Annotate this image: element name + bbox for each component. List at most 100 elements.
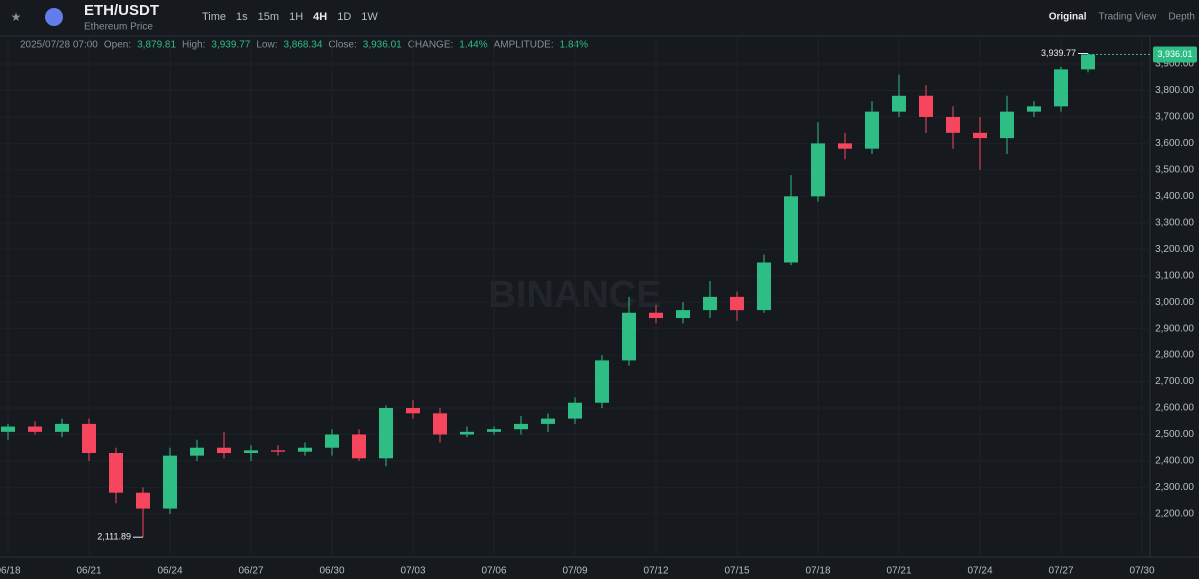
x-tick-label: 06/24 [157, 566, 182, 577]
y-tick-label: 2,400.00 [1155, 456, 1194, 467]
candle-body [622, 312, 636, 361]
interval-button[interactable]: 1W [361, 11, 378, 23]
interval-button[interactable]: 15m [258, 11, 279, 23]
candle-body [55, 423, 69, 432]
candle-body [1000, 111, 1014, 139]
candle-body [136, 492, 150, 509]
info-text: High: [182, 40, 205, 51]
y-tick-label: 3,000.00 [1155, 297, 1194, 308]
x-tick-label: 07/21 [886, 566, 911, 577]
info-text: Low: [256, 40, 277, 51]
candle-body [379, 408, 393, 459]
candle-body [973, 132, 987, 139]
x-tick-label: 07/12 [643, 566, 668, 577]
candle-body [595, 360, 609, 403]
y-tick-label: 2,200.00 [1155, 509, 1194, 520]
info-text: 3,939.77 [211, 40, 250, 51]
candle-body [217, 447, 231, 454]
candle-body [757, 262, 771, 311]
x-tick-label: 07/06 [481, 566, 506, 577]
x-tick-label: 06/27 [238, 566, 263, 577]
info-text: 1.84% [560, 40, 588, 51]
subtitle[interactable]: Ethereum Price [84, 22, 153, 33]
y-tick-label: 3,900.00 [1155, 59, 1194, 70]
candle-body [244, 450, 258, 454]
star-icon[interactable]: ★ [11, 10, 22, 24]
candle-body [298, 447, 312, 452]
last-price-label: 3,936.01 [1157, 49, 1192, 59]
candle-body [568, 402, 582, 419]
x-tick-label: 06/21 [76, 566, 101, 577]
y-tick-label: 3,500.00 [1155, 165, 1194, 176]
y-tick-label: 2,700.00 [1155, 376, 1194, 387]
info-text: CHANGE: [408, 40, 454, 51]
candle-body [1027, 106, 1041, 112]
candle-body [514, 423, 528, 430]
candle-body [1, 426, 15, 432]
interval-button[interactable]: Time [202, 11, 226, 23]
pair[interactable]: ETH/USDT [84, 2, 159, 19]
info-text: 3,879.81 [137, 40, 176, 51]
y-tick-label: 3,600.00 [1155, 138, 1194, 149]
candle-body [352, 434, 366, 459]
interval-button[interactable]: 1H [289, 11, 303, 23]
y-tick-label: 3,800.00 [1155, 85, 1194, 96]
y-tick-label: 2,800.00 [1155, 350, 1194, 361]
candle-body [109, 453, 123, 493]
y-tick-label: 3,300.00 [1155, 217, 1194, 228]
candle-body [838, 143, 852, 149]
candle-body [406, 408, 420, 414]
x-tick-label: 06/30 [319, 566, 344, 577]
candle-body [730, 296, 744, 311]
interval-button[interactable]: 1s [236, 11, 248, 23]
candle-body [1081, 54, 1095, 70]
interval-button[interactable]: 4H [313, 11, 327, 23]
interval-button[interactable]: 1D [337, 11, 351, 23]
x-tick-label: 07/24 [967, 566, 992, 577]
high-label: 3,939.77 [1041, 48, 1076, 58]
candle-body [865, 111, 879, 149]
candle-body [460, 431, 474, 435]
candle-body [541, 418, 555, 424]
y-tick-label: 3,700.00 [1155, 112, 1194, 123]
y-tick-label: 2,300.00 [1155, 482, 1194, 493]
info-text: 2025/07/28 07:00 [20, 40, 98, 51]
candle-body [811, 143, 825, 197]
candle-body [163, 455, 177, 509]
candle-body [703, 296, 717, 311]
candle-body [784, 196, 798, 263]
y-tick-label: 3,400.00 [1155, 191, 1194, 202]
view-tab[interactable]: Trading View [1099, 12, 1158, 23]
candle-body [892, 95, 906, 112]
info-text: AMPLITUDE: [494, 40, 554, 51]
eth-icon [45, 8, 63, 26]
y-tick-label: 3,100.00 [1155, 270, 1194, 281]
candle-body [325, 434, 339, 448]
info-text: Close: [328, 40, 356, 51]
candle-body [190, 447, 204, 456]
candle-body [1054, 69, 1068, 107]
view-tab[interactable]: Original [1049, 12, 1087, 23]
last-price-tag [1153, 46, 1197, 63]
view-tab[interactable]: Depth [1168, 12, 1195, 23]
info-text: Open: [104, 40, 131, 51]
candle-body [676, 310, 690, 319]
candle-body [487, 429, 501, 432]
x-tick-label: 07/27 [1048, 566, 1073, 577]
y-tick-label: 3,200.00 [1155, 244, 1194, 255]
candle-body [82, 423, 96, 454]
info-text: 1.44% [459, 40, 487, 51]
info-text: 3,868.34 [283, 40, 322, 51]
x-tick-label: 07/15 [724, 566, 749, 577]
x-tick-label: 07/30 [1129, 566, 1154, 577]
candle-body [919, 95, 933, 117]
y-tick-label: 2,600.00 [1155, 403, 1194, 414]
low-label: 2,111.89 [97, 532, 131, 542]
y-tick-label: 2,500.00 [1155, 429, 1194, 440]
info-text: 3,936.01 [363, 40, 402, 51]
y-tick-label: 2,900.00 [1155, 323, 1194, 334]
x-tick-label: 07/09 [562, 566, 587, 577]
